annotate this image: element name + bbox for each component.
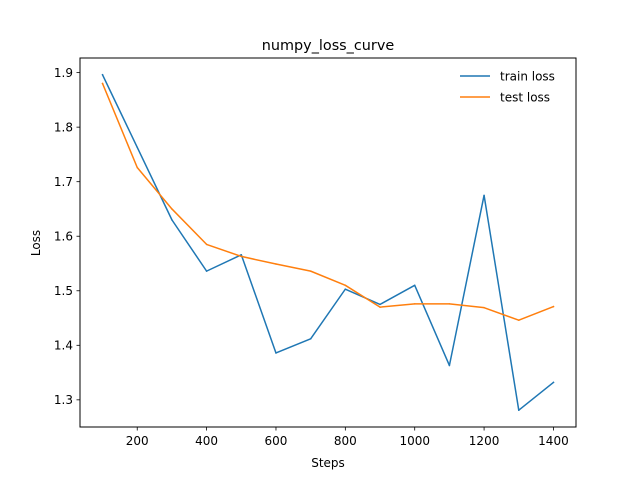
x-tick-label: 1400	[538, 434, 569, 448]
y-tick-label: 1.4	[54, 339, 73, 353]
y-tick-label: 1.7	[54, 175, 73, 189]
y-axis: 1.3 1.4 1.5 1.6 1.7 1.8 1.9	[54, 66, 80, 407]
data-point-train-loss	[518, 409, 520, 411]
x-tick-label: 1200	[469, 434, 500, 448]
data-point-train-loss	[240, 254, 243, 256]
series-line-test-loss	[101, 82, 555, 321]
data-point-train-loss	[171, 219, 173, 221]
x-tick-label: 200	[126, 434, 149, 448]
data-point-train-loss	[136, 146, 138, 149]
legend-label-train-loss: train loss	[500, 69, 555, 83]
data-point-test-loss	[518, 319, 520, 321]
y-tick-label: 1.3	[54, 393, 73, 407]
data-point-test-loss	[205, 243, 208, 246]
x-tick-label: 600	[265, 434, 288, 448]
data-point-test-loss	[171, 208, 173, 210]
data-point-train-loss	[275, 352, 277, 354]
x-tick-label: 400	[195, 434, 218, 448]
y-tick-label: 1.6	[54, 230, 73, 244]
data-point-train-loss	[448, 364, 451, 367]
data-point-test-loss	[552, 305, 555, 308]
x-axis: 200 400 600 800 1000 1200 1400	[126, 427, 569, 448]
x-tick-label: 800	[334, 434, 357, 448]
y-axis-label: Loss	[29, 230, 43, 256]
legend: train loss test loss	[460, 69, 555, 104]
y-tick-label: 1.8	[54, 120, 73, 134]
data-point-test-loss	[136, 166, 138, 169]
data-point-test-loss	[379, 306, 381, 308]
series-layer	[101, 73, 555, 411]
data-point-train-loss	[309, 338, 312, 340]
x-tick-label: 1000	[399, 434, 430, 448]
data-point-test-loss	[344, 284, 347, 287]
chart-title: numpy_loss_curve	[262, 38, 395, 54]
data-point-test-loss	[101, 82, 104, 85]
data-point-test-loss	[413, 303, 416, 305]
x-axis-label: Steps	[311, 456, 345, 470]
data-point-test-loss	[240, 255, 243, 258]
data-point-train-loss	[552, 381, 555, 384]
data-point-test-loss	[309, 270, 312, 272]
data-point-test-loss	[275, 263, 277, 265]
y-tick-label: 1.5	[54, 284, 73, 298]
series-line-train-loss	[101, 73, 555, 411]
legend-label-test-loss: test loss	[500, 90, 550, 104]
data-point-train-loss	[101, 74, 104, 76]
y-tick-label: 1.9	[54, 66, 73, 80]
data-point-train-loss	[205, 270, 208, 272]
data-point-train-loss	[379, 303, 381, 306]
data-point-train-loss	[413, 284, 416, 287]
data-point-train-loss	[483, 194, 485, 197]
data-point-test-loss	[448, 303, 451, 305]
plot-frame	[79, 57, 577, 428]
data-point-train-loss	[344, 288, 347, 290]
data-point-test-loss	[483, 306, 485, 309]
